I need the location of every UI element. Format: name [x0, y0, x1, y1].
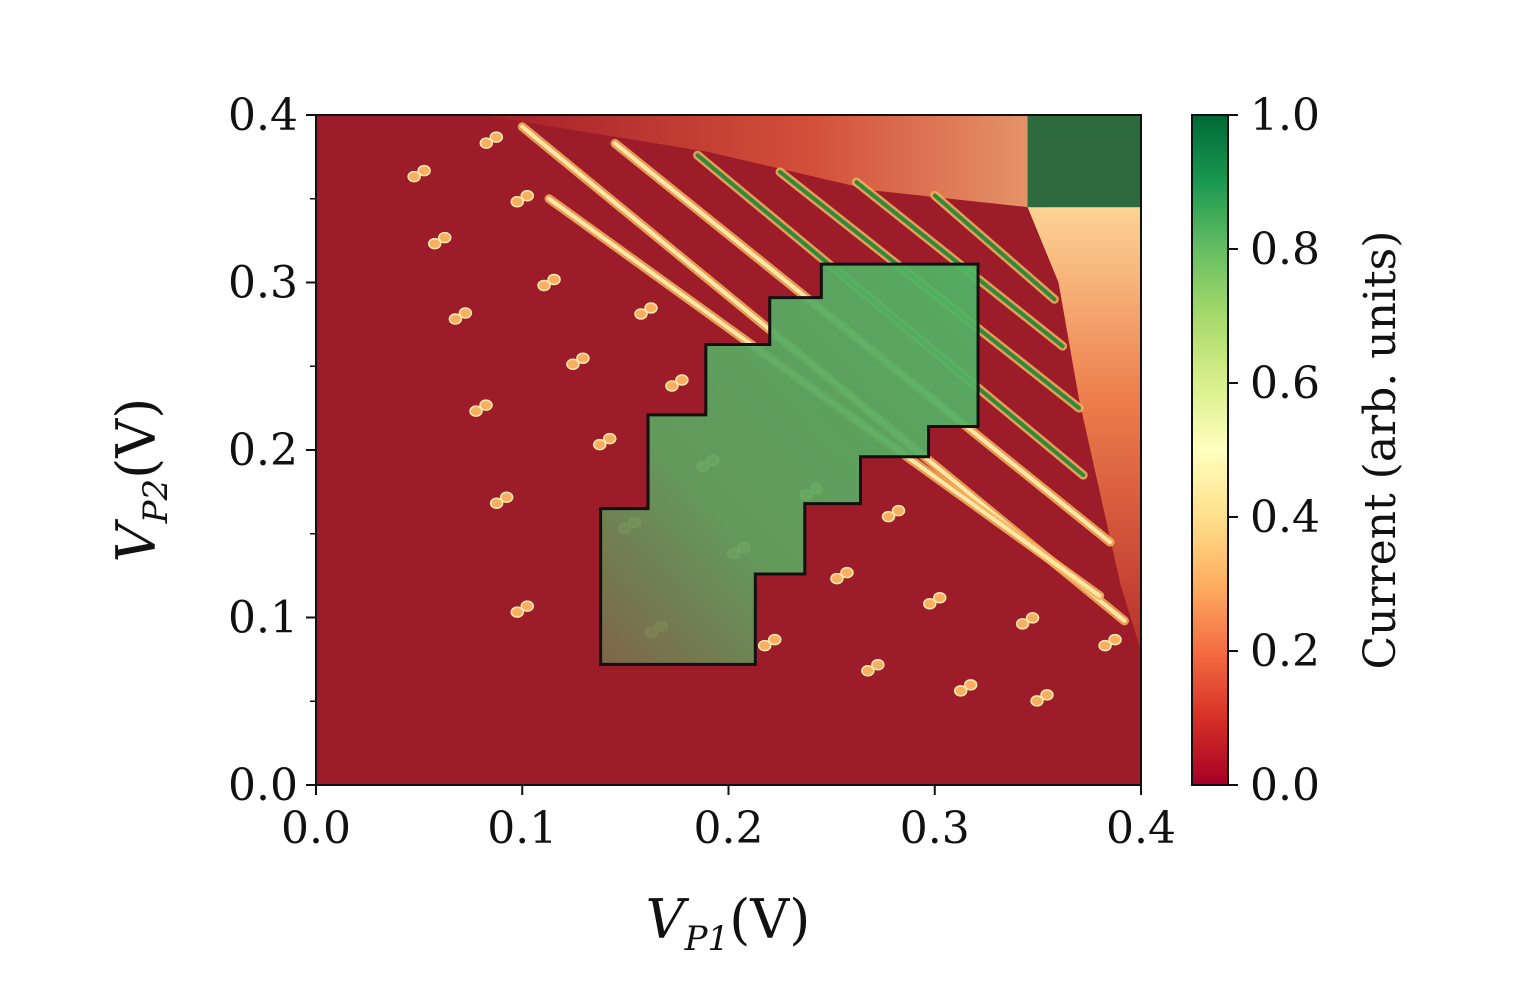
charge-dot: [933, 592, 947, 604]
heatmap-plot: [316, 115, 1141, 785]
charge-dot: [768, 633, 782, 646]
charge-dot: [566, 358, 580, 370]
charge-dot: [830, 572, 844, 585]
x-tick-label: 0.3: [900, 803, 970, 854]
charge-dot: [489, 131, 504, 143]
charge-dot: [1030, 695, 1044, 707]
charge-dot: [1025, 612, 1040, 624]
colorbar-tick-label: 0.2: [1250, 626, 1320, 677]
charge-dot: [417, 164, 431, 177]
colorbar-tick-label: 1.0: [1250, 90, 1320, 141]
x-tick-label: 0.0: [281, 803, 351, 854]
charge-dot: [840, 566, 854, 579]
y-tick-label: 0.2: [228, 425, 298, 476]
charge-dot: [1015, 618, 1030, 630]
charge-dot: [510, 196, 524, 208]
colorbar-tick-label: 0.0: [1250, 760, 1320, 811]
colorbar-ticks: 0.0 0.2 0.4 0.6 0.8 1.0: [1228, 90, 1320, 811]
x-tick-label: 0.1: [487, 803, 557, 854]
charge-dot: [489, 497, 504, 509]
charge-dot: [603, 432, 617, 445]
colorbar: [1191, 114, 1229, 786]
charge-dot: [963, 679, 978, 691]
charge-dot: [428, 237, 442, 250]
charge-dot: [537, 279, 551, 292]
colorbar-label: Current (arb. units): [1355, 231, 1406, 670]
axes: 0.0 0.1 0.2 0.3 0.4 0.0 0.1 0.2 0.3 0.4: [228, 90, 1176, 854]
transition-line: [932, 193, 1057, 302]
x-tick-label: 0.4: [1106, 803, 1176, 854]
charge-dot: [634, 308, 648, 320]
upper-gradient-region: [481, 115, 1141, 208]
charge-dot: [520, 190, 534, 202]
selected-region-outline: [599, 262, 980, 666]
charge-dot: [953, 685, 968, 697]
charge-dot: [458, 307, 473, 319]
colorbar-tick-label: 0.4: [1250, 492, 1320, 543]
charge-dot: [479, 137, 494, 149]
charge-dot: [499, 491, 514, 503]
charge-dot: [438, 231, 452, 244]
colorbar-tick-label: 0.8: [1250, 224, 1320, 275]
charge-dot: [881, 510, 896, 523]
y-tick-label: 0.1: [228, 593, 298, 644]
colorbar-tick-label: 0.6: [1250, 358, 1320, 409]
charge-dot: [1098, 639, 1112, 652]
charge-dot: [469, 405, 483, 417]
y-tick-label: 0.0: [228, 760, 298, 811]
charge-dot: [448, 313, 463, 325]
charge-dot: [479, 399, 493, 411]
charge-dot: [510, 606, 524, 618]
charge-dot: [520, 600, 534, 612]
selected-region-fill: [600, 264, 979, 665]
charge-dot: [861, 665, 875, 677]
x-axis-label: VP1(V): [646, 888, 811, 959]
charge-dot: [576, 352, 590, 364]
charge-dot: [547, 273, 561, 286]
charge-dot: [644, 302, 658, 314]
charge-dot: [891, 504, 906, 517]
charge-dot: [407, 170, 421, 183]
charge-dot: [593, 438, 607, 451]
y-axis-label: VP2(V): [105, 398, 176, 563]
charge-dot: [665, 380, 679, 392]
charge-dot: [923, 598, 937, 610]
y-tick-label: 0.4: [228, 90, 298, 141]
y-tick-label: 0.3: [228, 258, 298, 309]
x-tick-label: 0.2: [694, 803, 764, 854]
charge-dot: [1108, 633, 1122, 646]
charge-dot: [675, 374, 689, 386]
charge-dot: [871, 659, 885, 671]
high-current-region: [1027, 115, 1141, 208]
charge-dot: [1040, 689, 1054, 701]
charge-dot: [758, 639, 772, 652]
